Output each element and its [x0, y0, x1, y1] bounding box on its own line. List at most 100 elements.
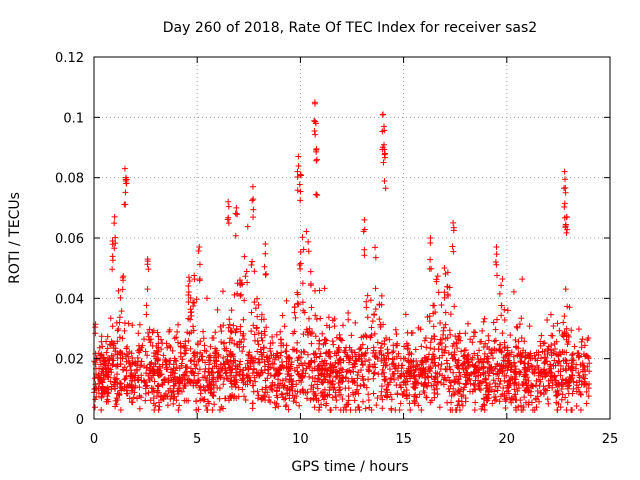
data-point — [581, 342, 588, 349]
data-point — [117, 361, 124, 368]
data-point — [197, 338, 204, 345]
data-point — [104, 365, 111, 372]
data-point — [392, 406, 399, 413]
data-point — [367, 333, 374, 340]
data-point — [321, 285, 328, 292]
data-point — [104, 345, 111, 352]
data-point — [206, 400, 213, 407]
data-point — [312, 392, 319, 399]
data-point — [465, 376, 472, 383]
data-point — [337, 336, 344, 343]
data-point — [233, 325, 240, 332]
data-point — [144, 352, 151, 359]
data-point — [215, 368, 222, 375]
data-point — [272, 372, 279, 379]
data-point — [537, 342, 544, 349]
data-point — [92, 324, 99, 331]
data-point — [110, 357, 117, 364]
data-point — [300, 246, 307, 253]
data-point — [476, 382, 483, 389]
data-point — [269, 333, 276, 340]
data-point — [313, 156, 320, 163]
data-point — [496, 290, 503, 297]
data-point — [96, 344, 103, 351]
data-point — [504, 307, 511, 314]
data-point — [521, 394, 528, 401]
data-point — [215, 374, 222, 381]
data-point — [292, 314, 299, 321]
data-point — [410, 372, 417, 379]
data-point — [413, 394, 420, 401]
data-point — [176, 402, 183, 409]
data-point — [576, 353, 583, 360]
data-point — [343, 353, 350, 360]
data-point — [365, 397, 372, 404]
data-point — [146, 326, 153, 333]
data-point — [370, 390, 377, 397]
data-point — [407, 363, 414, 370]
data-point — [517, 350, 524, 357]
data-point — [249, 197, 256, 204]
data-point — [378, 357, 385, 364]
data-point — [340, 357, 347, 364]
y-tick-label: 0.12 — [55, 51, 84, 66]
data-point — [141, 378, 148, 385]
data-point — [197, 383, 204, 390]
data-point — [367, 297, 374, 304]
data-point — [304, 351, 311, 358]
data-point — [185, 337, 192, 344]
data-point — [157, 371, 164, 378]
data-point — [481, 402, 488, 409]
data-point — [517, 359, 524, 366]
data-point — [513, 344, 520, 351]
data-point — [242, 397, 249, 404]
data-point — [496, 398, 503, 405]
data-point — [105, 398, 112, 405]
data-point — [143, 311, 150, 318]
data-point — [332, 389, 339, 396]
data-point — [564, 399, 571, 406]
data-point — [563, 358, 570, 365]
data-point — [393, 331, 400, 338]
data-point — [192, 354, 199, 361]
data-point — [470, 333, 477, 340]
data-point — [329, 338, 336, 345]
data-point — [117, 380, 124, 387]
data-point — [436, 341, 443, 348]
data-point — [262, 241, 269, 248]
y-tick-label: 0.04 — [55, 292, 84, 307]
data-point — [440, 324, 447, 331]
data-point — [204, 382, 211, 389]
data-point — [442, 365, 449, 372]
data-point — [283, 402, 290, 409]
data-point — [463, 369, 470, 376]
data-point — [431, 378, 438, 385]
data-point — [207, 343, 214, 350]
data-point — [214, 369, 221, 376]
data-point — [352, 319, 359, 326]
data-point — [316, 287, 323, 294]
data-point — [479, 327, 486, 334]
data-point — [404, 346, 411, 353]
data-point — [545, 377, 552, 384]
data-point — [345, 309, 352, 316]
data-point — [305, 248, 312, 255]
data-point — [301, 309, 308, 316]
data-point — [355, 369, 362, 376]
data-point — [342, 344, 349, 351]
data-point — [423, 344, 430, 351]
data-point — [404, 329, 411, 336]
data-point — [331, 350, 338, 357]
data-point — [382, 185, 389, 192]
data-point — [404, 378, 411, 385]
data-point — [255, 301, 262, 308]
data-point — [150, 395, 157, 402]
data-point — [216, 406, 223, 413]
data-point — [273, 392, 280, 399]
data-point — [347, 406, 354, 413]
data-point — [527, 388, 534, 395]
data-point — [442, 309, 449, 316]
data-point — [130, 394, 137, 401]
data-point — [299, 387, 306, 394]
data-point — [377, 347, 384, 354]
